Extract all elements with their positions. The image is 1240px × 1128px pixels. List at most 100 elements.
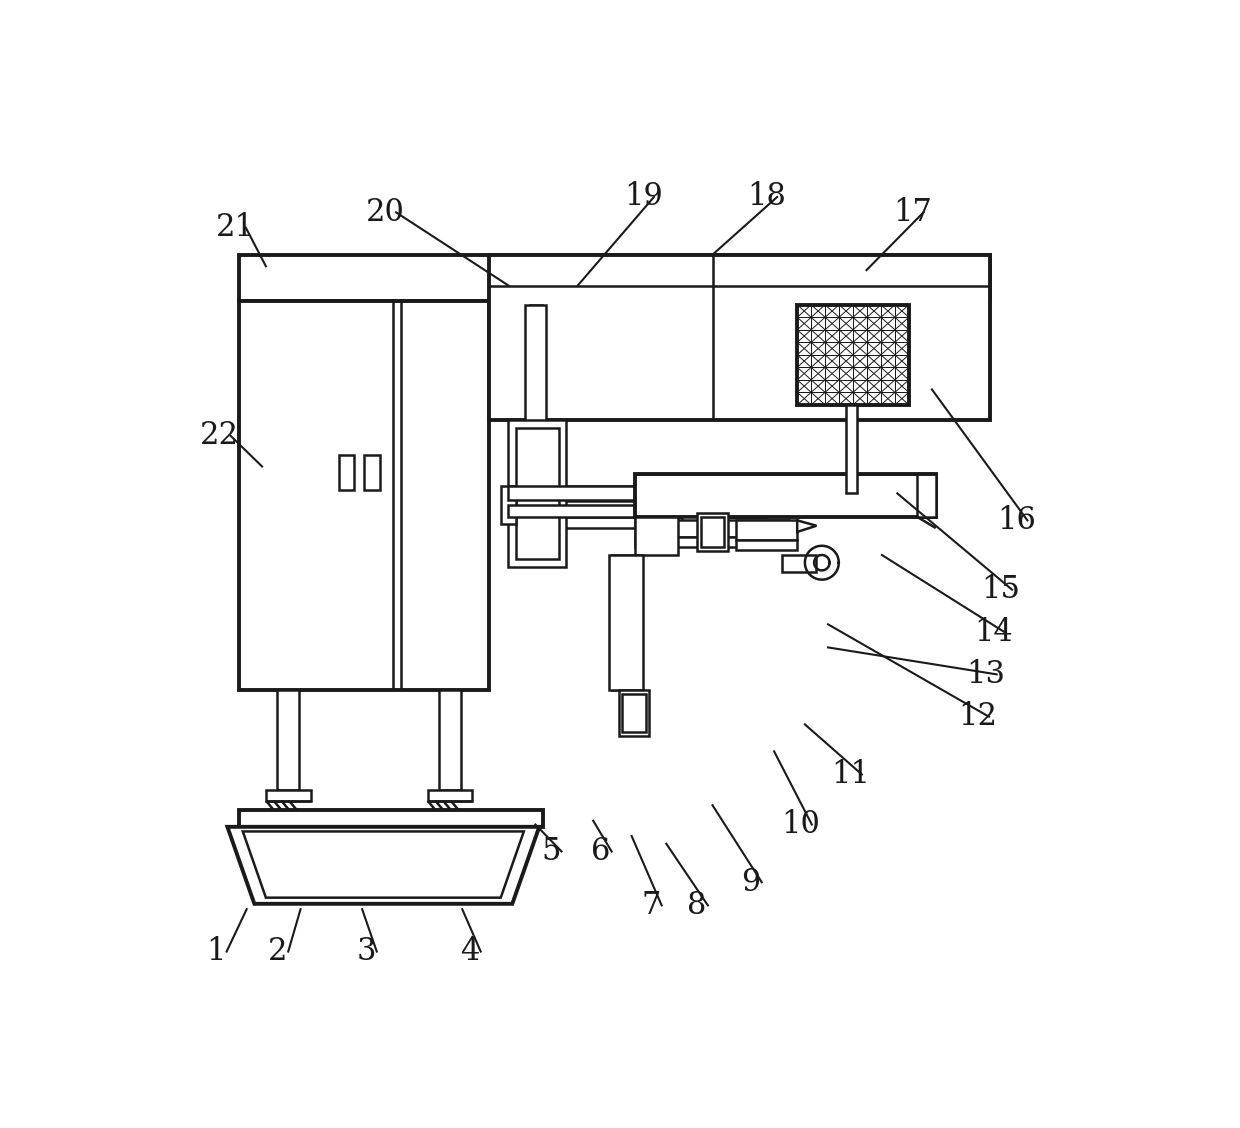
Text: 18: 18: [746, 182, 786, 212]
Text: 2: 2: [268, 936, 288, 967]
Bar: [490, 255, 990, 421]
Bar: [508, 421, 567, 566]
Bar: [635, 517, 678, 555]
Bar: [853, 305, 867, 317]
Bar: [880, 368, 895, 380]
Bar: [867, 368, 880, 380]
Bar: [853, 393, 867, 405]
Bar: [622, 694, 646, 732]
Bar: [880, 305, 895, 317]
Bar: [825, 393, 839, 405]
Bar: [867, 355, 880, 368]
Bar: [839, 329, 853, 342]
Bar: [895, 368, 909, 380]
Bar: [825, 342, 839, 355]
Bar: [839, 317, 853, 329]
Bar: [880, 317, 895, 329]
Bar: [825, 329, 839, 342]
Bar: [880, 342, 895, 355]
Bar: [867, 317, 880, 329]
Text: 17: 17: [893, 197, 932, 228]
Bar: [701, 517, 724, 547]
Text: 16: 16: [997, 505, 1037, 536]
Polygon shape: [243, 831, 523, 898]
Bar: [880, 355, 895, 368]
Text: 20: 20: [366, 197, 404, 228]
Bar: [825, 355, 839, 368]
Text: 4: 4: [460, 936, 480, 967]
Text: 7: 7: [641, 890, 661, 920]
Bar: [811, 317, 825, 329]
Bar: [735, 539, 797, 550]
Bar: [895, 355, 909, 368]
Bar: [781, 555, 816, 572]
Bar: [239, 255, 990, 301]
Bar: [880, 393, 895, 405]
Bar: [797, 329, 811, 342]
Polygon shape: [797, 520, 816, 532]
Bar: [839, 355, 853, 368]
Bar: [811, 380, 825, 393]
Bar: [516, 428, 558, 558]
Bar: [880, 380, 895, 393]
Bar: [825, 317, 839, 329]
Bar: [895, 317, 909, 329]
Bar: [839, 305, 853, 317]
Bar: [609, 555, 644, 689]
Text: 9: 9: [742, 866, 760, 898]
Bar: [895, 342, 909, 355]
Text: 19: 19: [624, 182, 662, 212]
Bar: [529, 305, 542, 440]
Bar: [797, 368, 811, 380]
Bar: [895, 329, 909, 342]
Bar: [839, 393, 853, 405]
Bar: [797, 342, 811, 355]
Bar: [797, 305, 909, 405]
Bar: [853, 355, 867, 368]
Bar: [339, 455, 355, 490]
Bar: [697, 512, 728, 552]
Bar: [825, 305, 839, 317]
Bar: [846, 405, 857, 493]
Bar: [501, 486, 516, 525]
Text: 5: 5: [541, 836, 560, 867]
Bar: [825, 380, 839, 393]
Text: 6: 6: [591, 836, 610, 867]
Bar: [797, 380, 811, 393]
Text: 15: 15: [982, 574, 1021, 605]
Bar: [278, 689, 299, 790]
Bar: [635, 474, 936, 517]
Bar: [867, 393, 880, 405]
Bar: [867, 329, 880, 342]
Bar: [490, 263, 909, 294]
Text: 11: 11: [832, 759, 870, 790]
Bar: [428, 790, 472, 801]
Bar: [853, 342, 867, 355]
Text: 21: 21: [216, 212, 254, 244]
Bar: [682, 517, 720, 539]
Bar: [619, 689, 650, 735]
Bar: [825, 368, 839, 380]
Bar: [853, 380, 867, 393]
Bar: [526, 305, 546, 447]
Bar: [867, 305, 880, 317]
Bar: [508, 505, 766, 517]
Bar: [895, 380, 909, 393]
Text: 3: 3: [356, 936, 376, 967]
Bar: [853, 317, 867, 329]
Bar: [635, 537, 790, 547]
Bar: [239, 810, 543, 827]
Bar: [797, 317, 811, 329]
Bar: [811, 355, 825, 368]
Bar: [365, 455, 379, 490]
Bar: [839, 380, 853, 393]
Bar: [867, 342, 880, 355]
Bar: [239, 301, 490, 689]
Bar: [735, 520, 797, 539]
Bar: [439, 689, 461, 790]
Text: 13: 13: [966, 659, 1006, 690]
Bar: [797, 355, 811, 368]
Text: 10: 10: [781, 809, 821, 840]
Bar: [811, 368, 825, 380]
Bar: [265, 790, 310, 801]
